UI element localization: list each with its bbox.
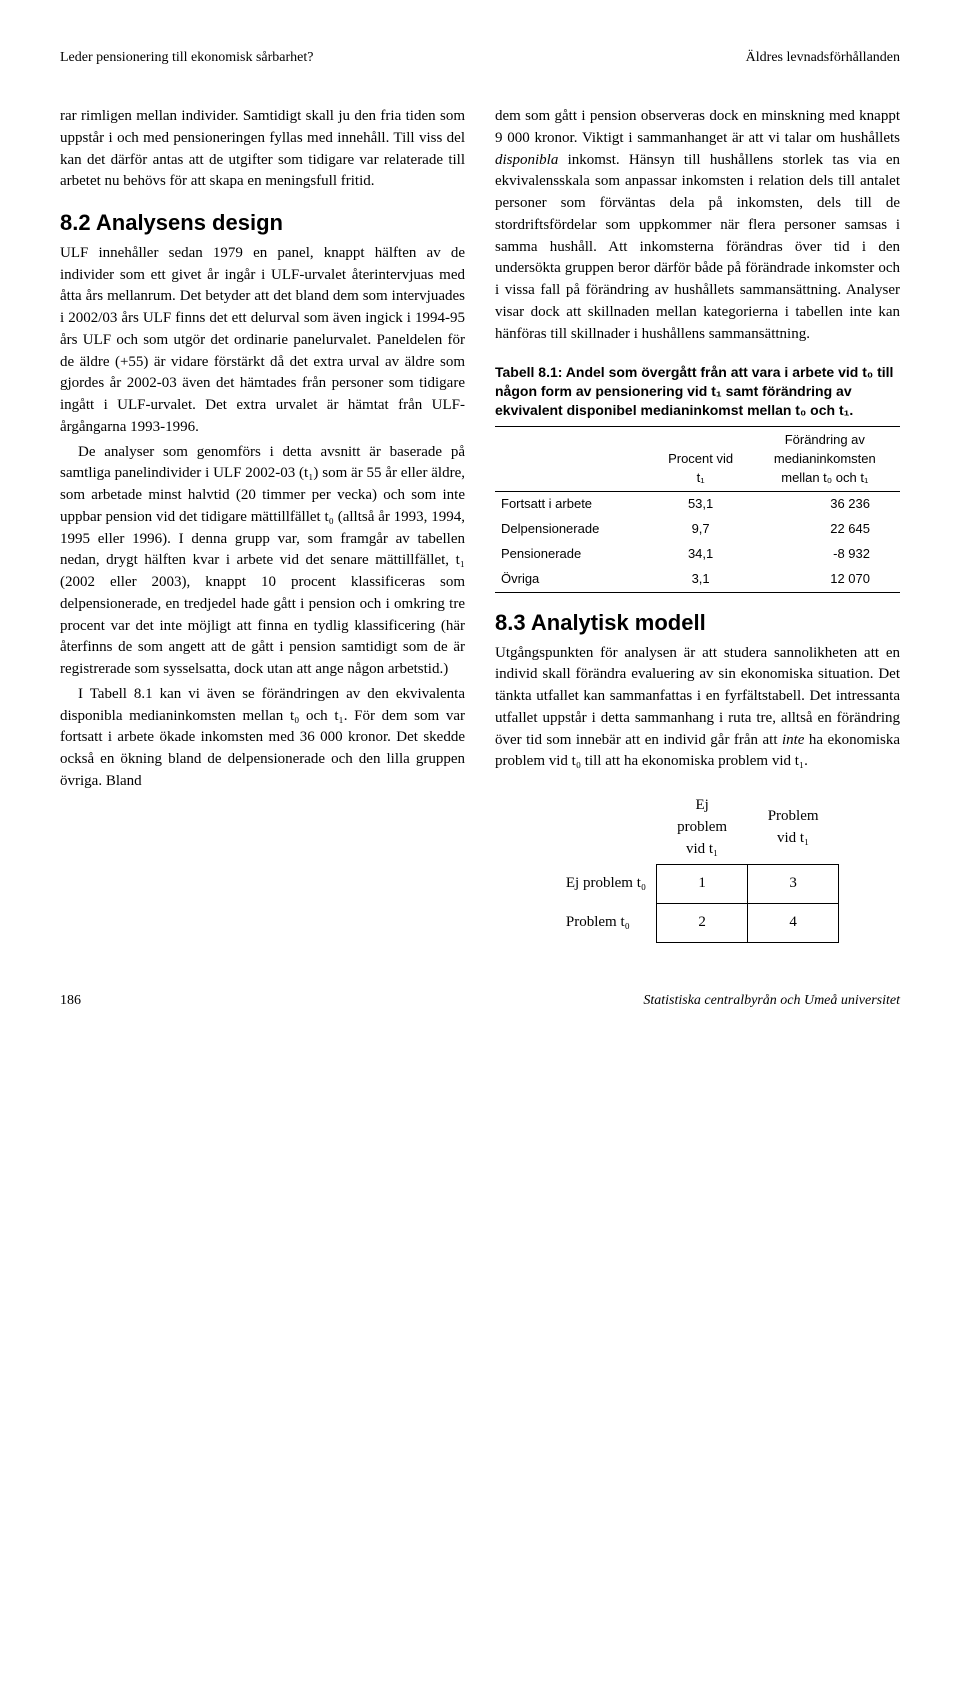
table-8-1: Procent vid t₁ Förändring av medianinkom… [495, 426, 900, 593]
matrix-row-header: Ej problem t₀ [556, 865, 657, 904]
table-caption: Tabell 8.1: Andel som övergått från att … [495, 363, 900, 420]
left-column: rar rimligen mellan individer. Samtidigt… [60, 106, 465, 943]
col-header: Procent vid t₁ [652, 426, 750, 492]
header-left: Leder pensionering till ekonomisk sårbar… [60, 50, 313, 66]
italic-text: disponibla [495, 152, 558, 168]
italic-text: inte [782, 732, 805, 748]
cell: Delpensionerade [495, 517, 652, 542]
matrix-cell: 1 [657, 865, 748, 904]
text-run: Förändring av [785, 432, 865, 447]
table-row: Övriga 3,1 12 070 [495, 567, 900, 592]
matrix-cell: 4 [748, 904, 839, 943]
cell: 9,7 [652, 517, 750, 542]
table-row: Fortsatt i arbete 53,1 36 236 [495, 492, 900, 517]
body-text: dem som gått i pension observeras dock e… [495, 106, 900, 345]
matrix-col-header: Ej problem vid t₁ [657, 791, 748, 865]
four-field-matrix: Ej problem vid t₁ Problem vid t₁ Ej prob… [556, 791, 839, 943]
page-number: 186 [60, 993, 81, 1009]
section-8-3-title: 8.3 Analytisk modell [495, 607, 900, 639]
body-text: De analyser som genomförs i detta avsnit… [60, 442, 465, 681]
body-text: rar rimligen mellan individer. Samtidigt… [60, 106, 465, 193]
matrix-row-header: Problem t₀ [556, 904, 657, 943]
body-text: I Tabell 8.1 kan vi även se förändringen… [60, 684, 465, 793]
text-run: inkomst. Hänsyn till hushållens storlek … [495, 152, 900, 342]
body-text: Utgångspunkten för analysen är att stude… [495, 643, 900, 774]
right-column: dem som gått i pension observeras dock e… [495, 106, 900, 943]
matrix-cell: 2 [657, 904, 748, 943]
cell: Fortsatt i arbete [495, 492, 652, 517]
table-row: Delpensionerade 9,7 22 645 [495, 517, 900, 542]
table-row: Pensionerade 34,1 -8 932 [495, 542, 900, 567]
text-run: Procent vid [668, 451, 733, 466]
cell: 22 645 [750, 517, 900, 542]
section-8-2-title: 8.2 Analysens design [60, 207, 465, 239]
cell: 53,1 [652, 492, 750, 517]
header-right: Äldres levnadsförhållanden [746, 50, 900, 66]
col-header: Förändring av medianinkomsten mellan t₀ … [750, 426, 900, 492]
cell: 12 070 [750, 567, 900, 592]
matrix-cell: 3 [748, 865, 839, 904]
text-run: dem som gått i pension observeras dock e… [495, 108, 900, 146]
col-header [495, 426, 652, 492]
cell: Övriga [495, 567, 652, 592]
cell: 36 236 [750, 492, 900, 517]
text-run: t₁ [697, 470, 705, 485]
cell: -8 932 [750, 542, 900, 567]
footer-publisher: Statistiska centralbyrån och Umeå univer… [643, 993, 900, 1009]
body-text: ULF innehåller sedan 1979 en panel, knap… [60, 243, 465, 439]
text-run: mellan t₀ och t₁ [781, 470, 868, 485]
matrix-col-header: Problem vid t₁ [748, 791, 839, 865]
text-run: medianinkomsten [774, 451, 876, 466]
cell: 3,1 [652, 567, 750, 592]
cell: Pensionerade [495, 542, 652, 567]
cell: 34,1 [652, 542, 750, 567]
